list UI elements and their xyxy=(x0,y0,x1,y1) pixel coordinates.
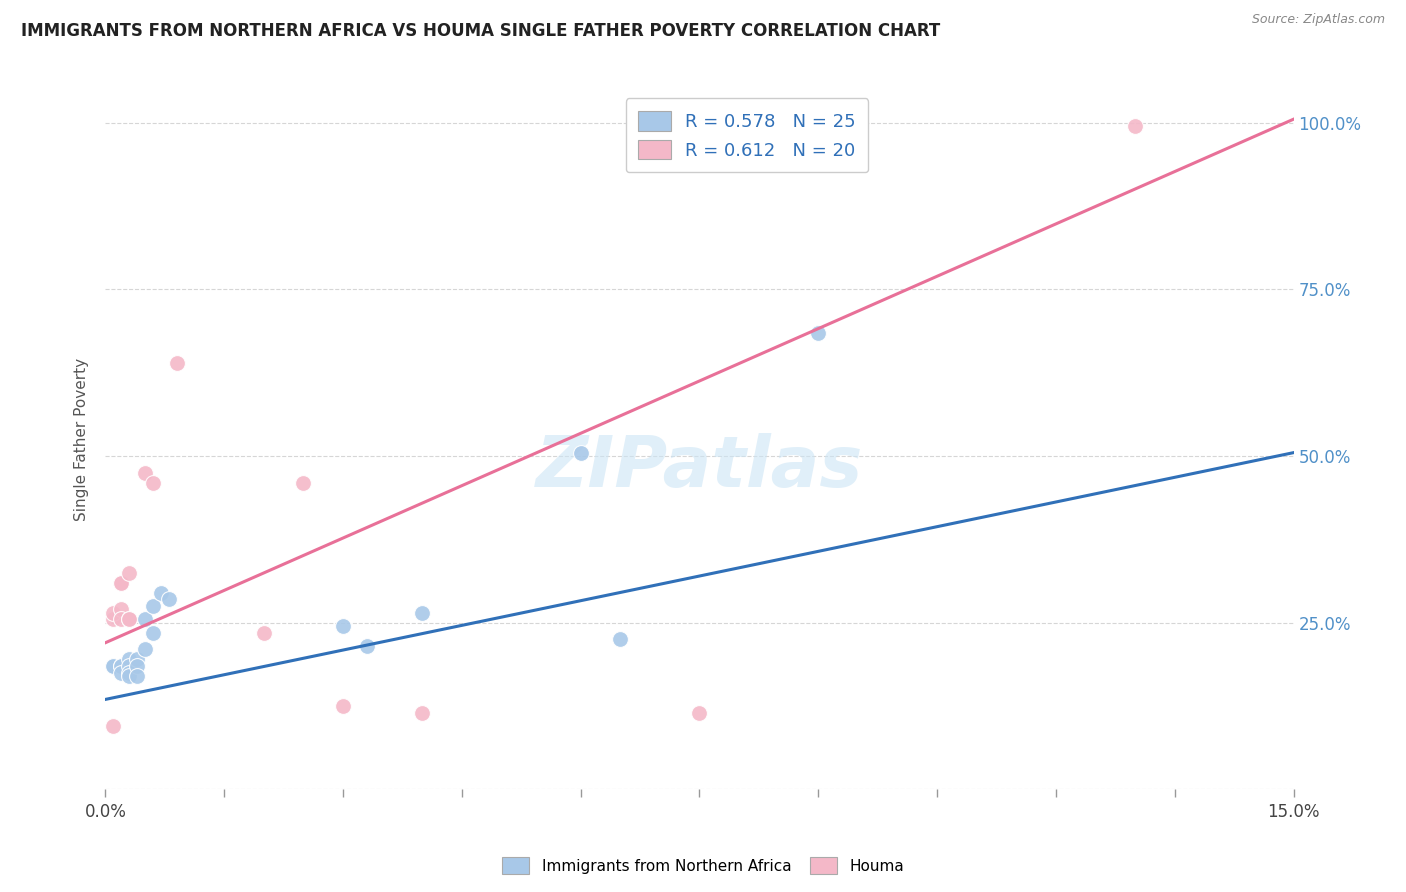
Point xyxy=(356,639,378,653)
Point xyxy=(110,575,132,590)
Legend: Immigrants from Northern Africa, Houma: Immigrants from Northern Africa, Houma xyxy=(496,851,910,880)
Point xyxy=(127,669,149,683)
Text: IMMIGRANTS FROM NORTHERN AFRICA VS HOUMA SINGLE FATHER POVERTY CORRELATION CHART: IMMIGRANTS FROM NORTHERN AFRICA VS HOUMA… xyxy=(21,22,941,40)
Point xyxy=(332,699,354,714)
Point xyxy=(134,612,156,626)
Point xyxy=(569,445,592,459)
Point xyxy=(118,652,141,666)
Point xyxy=(689,706,711,720)
Point xyxy=(103,719,125,733)
Point xyxy=(118,612,141,626)
Point xyxy=(253,625,276,640)
Point xyxy=(142,625,165,640)
Point xyxy=(142,599,165,613)
Point xyxy=(166,356,188,370)
Point xyxy=(103,612,125,626)
Point xyxy=(110,659,132,673)
Point xyxy=(807,326,830,340)
Point xyxy=(157,592,180,607)
Point xyxy=(110,575,132,590)
Point xyxy=(134,466,156,480)
Point xyxy=(103,659,125,673)
Point xyxy=(118,665,141,680)
Point xyxy=(118,566,141,580)
Point xyxy=(110,665,132,680)
Point xyxy=(411,706,433,720)
Point xyxy=(1123,119,1146,133)
Point xyxy=(103,606,125,620)
Point xyxy=(118,669,141,683)
Point xyxy=(103,659,125,673)
Point xyxy=(127,652,149,666)
Point xyxy=(609,632,631,647)
Point xyxy=(110,659,132,673)
Point xyxy=(110,612,132,626)
Point xyxy=(292,475,315,490)
Point xyxy=(103,659,125,673)
Point xyxy=(142,475,165,490)
Text: Source: ZipAtlas.com: Source: ZipAtlas.com xyxy=(1251,13,1385,27)
Point xyxy=(149,585,172,599)
Point xyxy=(134,642,156,657)
Point xyxy=(118,612,141,626)
Point xyxy=(807,119,830,133)
Point xyxy=(127,659,149,673)
Point xyxy=(332,619,354,633)
Point xyxy=(118,659,141,673)
Point xyxy=(411,606,433,620)
Point xyxy=(110,602,132,616)
Legend: R = 0.578   N = 25, R = 0.612   N = 20: R = 0.578 N = 25, R = 0.612 N = 20 xyxy=(626,98,869,172)
Y-axis label: Single Father Poverty: Single Father Poverty xyxy=(75,358,90,521)
Text: ZIPatlas: ZIPatlas xyxy=(536,433,863,502)
